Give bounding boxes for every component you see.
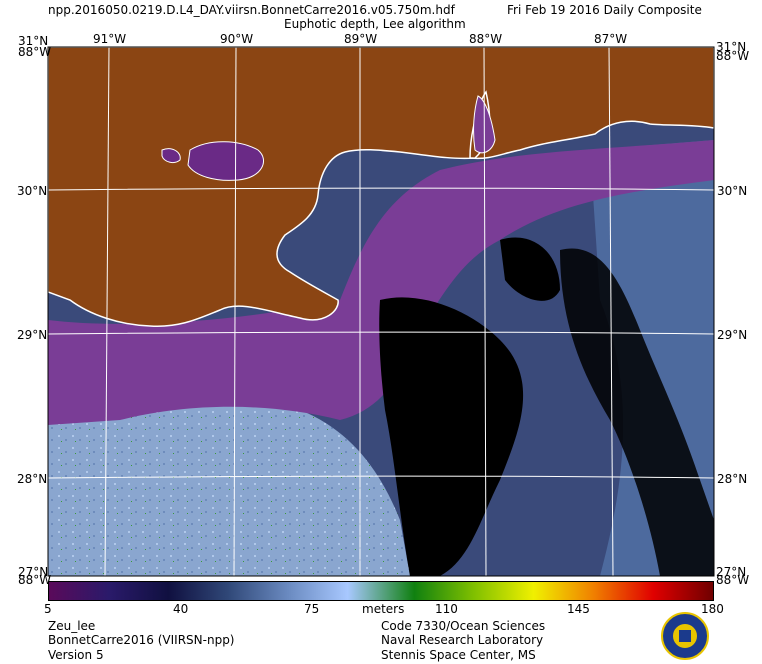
lat-label-29n-left: 29°N <box>17 328 48 342</box>
corner-tl-lat: 31°N <box>18 34 49 48</box>
lat-label-30n-left: 30°N <box>17 184 48 198</box>
colorbar-tick-180: 180 <box>701 602 724 616</box>
footer-code: Code 7330/Ocean Sciences <box>381 619 546 633</box>
colorbar <box>48 581 714 601</box>
corner-bl-lat: 27°N <box>18 565 49 579</box>
shelf-water <box>48 140 714 425</box>
lon-label-88w: 88°W <box>469 32 503 46</box>
colorbar-tick-110: 110 <box>435 602 458 616</box>
lon-label-91w: 91°W <box>93 32 127 46</box>
lat-label-28n-right: 28°N <box>717 472 748 486</box>
corner-tr-lon: 88°W <box>716 49 750 63</box>
corner-bl-lon: 88°W <box>18 573 52 587</box>
lon-label-89w: 89°W <box>344 32 378 46</box>
lon-label-90w: 90°W <box>220 32 254 46</box>
lake-maurepas <box>161 148 181 164</box>
land <box>48 47 714 327</box>
corner-br-lon: 88°W <box>716 573 750 587</box>
footer-location: Stennis Space Center, MS <box>381 648 536 662</box>
footer-lab: Naval Research Laboratory <box>381 633 544 647</box>
colorbar-tick-40: 40 <box>173 602 189 616</box>
corner-br-lat: 27°N <box>716 565 747 579</box>
lake-pontchartrain <box>187 141 264 181</box>
colorbar-tick-75: 75 <box>304 602 320 616</box>
nodata-patch-mid <box>500 237 560 301</box>
lat-label-28n-left: 28°N <box>17 472 48 486</box>
nodata-patch <box>379 297 524 576</box>
lat-label-29n-right: 29°N <box>717 328 748 342</box>
lat-label-30n-right: 30°N <box>717 184 748 198</box>
footer-dataset: BonnetCarre2016 (VIIRSN-npp) <box>48 633 235 647</box>
header-filename: npp.2016050.0219.D.L4_DAY.viirsn.BonnetC… <box>48 3 455 17</box>
footer-variable: Zeu_lee <box>48 619 96 633</box>
footer-version: Version 5 <box>48 648 104 662</box>
corner-tr-lat: 31°N <box>716 40 747 54</box>
corner-tl-lon: 88°W <box>18 45 52 59</box>
lon-label-87w: 87°W <box>594 32 628 46</box>
colorbar-unit: meters <box>362 602 405 616</box>
header-product: Euphotic depth, Lee algorithm <box>284 17 466 31</box>
clear-water <box>48 401 410 576</box>
nodata-patch-east <box>560 248 714 576</box>
nrl-seal-icon <box>661 612 709 660</box>
colorbar-tick-145: 145 <box>567 602 590 616</box>
colorbar-tick-5: 5 <box>44 602 52 616</box>
header-date: Fri Feb 19 2016 Daily Composite <box>507 3 702 17</box>
